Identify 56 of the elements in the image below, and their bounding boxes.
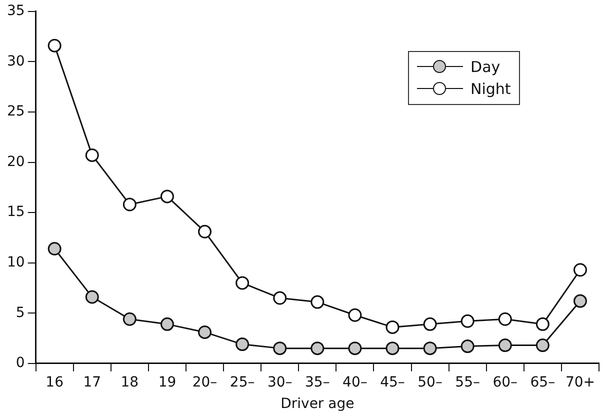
x-axis-title: Driver age — [280, 396, 354, 412]
y-tick-label: 0 — [16, 355, 25, 372]
point — [348, 308, 362, 322]
point — [386, 342, 400, 356]
point — [198, 325, 212, 339]
point — [122, 198, 136, 212]
point — [386, 320, 400, 334]
x-tick-label: 30– — [267, 374, 292, 390]
point — [460, 314, 474, 328]
x-tick-label: 18 — [120, 374, 139, 390]
y-tick-label: 35 — [6, 3, 25, 20]
x-tick-label: 25– — [230, 374, 255, 390]
legend-label: Night — [470, 80, 511, 98]
point — [236, 338, 250, 352]
y-tick-label: 5 — [16, 304, 25, 321]
x-tick-label: 19 — [158, 374, 176, 390]
y-tick-label: 20 — [6, 154, 25, 170]
point — [160, 190, 174, 204]
point — [48, 38, 62, 52]
point — [423, 342, 437, 356]
point — [273, 291, 287, 305]
point — [536, 317, 550, 331]
point — [85, 290, 99, 304]
x-tick-label: 16 — [46, 374, 64, 390]
x-tick-label: 20– — [192, 374, 218, 390]
point — [48, 242, 62, 256]
point — [460, 340, 474, 354]
y-tick-label: 15 — [6, 204, 25, 220]
point — [310, 295, 324, 309]
point — [573, 294, 587, 308]
point — [573, 263, 587, 277]
point — [273, 342, 287, 356]
point — [236, 276, 250, 290]
x-tick-label: 40– — [342, 374, 368, 390]
x-tick-label: 50– — [418, 374, 442, 390]
point — [310, 342, 324, 356]
point — [85, 148, 99, 162]
x-tick-label: 60– — [492, 374, 518, 390]
point — [498, 312, 512, 326]
x-tick-label: 45– — [380, 374, 405, 390]
legend-label: Day — [470, 58, 500, 76]
point — [498, 338, 512, 352]
x-tick-label: 70+ — [565, 374, 595, 390]
y-tick-label: 25 — [6, 104, 25, 120]
point — [348, 342, 362, 356]
y-tick-label: 10 — [6, 254, 25, 270]
x-tick-label: 55– — [455, 374, 480, 390]
point — [160, 317, 174, 331]
x-tick-label: 17 — [83, 374, 102, 390]
y-tick-label: 30 — [6, 53, 25, 70]
x-tick-label: 65– — [530, 374, 556, 390]
point — [122, 312, 136, 326]
point — [423, 317, 437, 331]
point — [198, 224, 212, 238]
x-tick-label: 35– — [304, 374, 330, 390]
point — [536, 338, 550, 352]
